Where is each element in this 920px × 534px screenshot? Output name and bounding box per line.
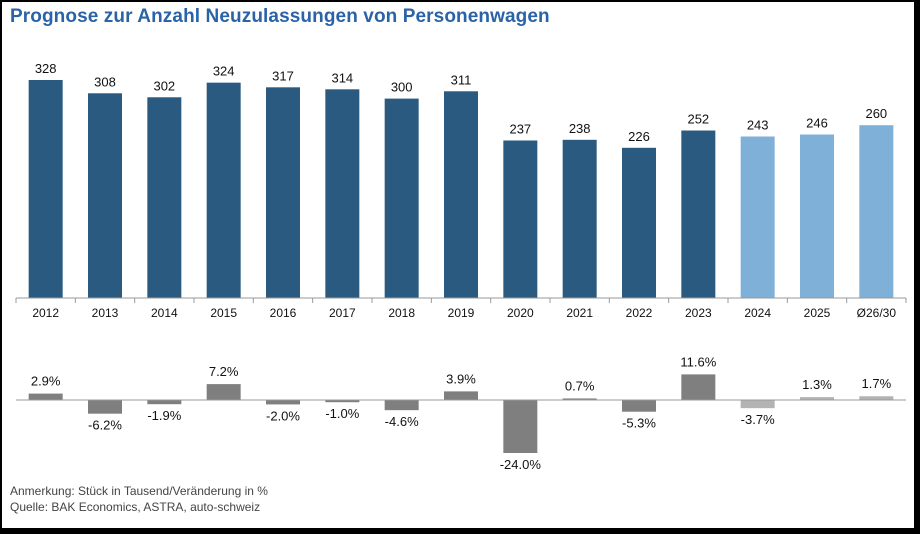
change-bar-2012 bbox=[28, 393, 63, 400]
change-bar-2016 bbox=[266, 400, 300, 405]
x-tick-label-2024: 2024 bbox=[744, 306, 771, 320]
bar-label-2016: 317 bbox=[272, 68, 294, 83]
chart-title: Prognose zur Anzahl Neuzulassungen von P… bbox=[10, 6, 550, 27]
bar-2021 bbox=[562, 139, 597, 298]
bar-2023 bbox=[681, 130, 716, 298]
bar-label-2019: 311 bbox=[451, 72, 472, 87]
x-tick-label-2017: 2017 bbox=[329, 306, 356, 320]
change-label-2022: -5.3% bbox=[622, 416, 656, 431]
bar-2013 bbox=[88, 93, 122, 298]
change-bar-2020 bbox=[503, 400, 538, 453]
x-tick-label-2020: 2020 bbox=[507, 306, 534, 320]
bar-label-2013: 308 bbox=[94, 74, 116, 89]
change-label-2021: 0.7% bbox=[565, 378, 595, 393]
change-bar-Ø26/30 bbox=[859, 396, 894, 400]
bar-2012 bbox=[28, 80, 63, 298]
x-tick-label-2015: 2015 bbox=[210, 306, 237, 320]
change-label-2015: 7.2% bbox=[209, 364, 239, 379]
change-bar-2014 bbox=[147, 400, 182, 405]
change-bar-2018 bbox=[384, 400, 419, 411]
bar-2022 bbox=[622, 147, 656, 298]
change-label-2013: -6.2% bbox=[88, 418, 122, 433]
change-label-Ø26/30: 1.7% bbox=[862, 376, 892, 391]
bar-label-Ø26/30: 260 bbox=[865, 106, 887, 121]
x-tick-label-2013: 2013 bbox=[92, 306, 119, 320]
change-bar-2025 bbox=[800, 397, 834, 400]
bar-2020 bbox=[503, 140, 538, 298]
x-tick-label-2016: 2016 bbox=[270, 306, 297, 320]
change-label-2012: 2.9% bbox=[31, 374, 61, 389]
x-tick-label-Ø26/30: Ø26/30 bbox=[857, 306, 897, 320]
change-label-2024: -3.7% bbox=[741, 412, 775, 427]
bar-2019 bbox=[444, 91, 478, 298]
change-label-2025: 1.3% bbox=[802, 377, 832, 392]
bar-label-2012: 328 bbox=[35, 61, 57, 76]
bar-2017 bbox=[325, 89, 360, 299]
bar-label-2024: 243 bbox=[747, 117, 769, 132]
bar-label-2018: 300 bbox=[391, 80, 413, 95]
bar-Ø26/30 bbox=[859, 125, 894, 298]
note-source: Quelle: BAK Economics, ASTRA, auto-schwe… bbox=[10, 500, 261, 514]
change-bar-2023 bbox=[681, 374, 716, 400]
x-tick-label-2022: 2022 bbox=[626, 306, 653, 320]
change-bar-2013 bbox=[88, 400, 122, 414]
change-bar-2024 bbox=[740, 400, 775, 409]
bar-2024 bbox=[740, 136, 775, 298]
x-tick-label-2018: 2018 bbox=[388, 306, 415, 320]
bar-2016 bbox=[266, 87, 300, 298]
change-bar-2017 bbox=[325, 400, 360, 403]
change-bar-2022 bbox=[622, 400, 656, 412]
change-label-2014: -1.9% bbox=[147, 408, 181, 423]
x-tick-label-2023: 2023 bbox=[685, 306, 712, 320]
x-tick-label-2014: 2014 bbox=[151, 306, 178, 320]
bar-2018 bbox=[384, 98, 419, 298]
bar-label-2023: 252 bbox=[687, 112, 709, 127]
bar-label-2015: 324 bbox=[213, 64, 235, 79]
x-tick-label-2021: 2021 bbox=[566, 306, 593, 320]
bar-label-2017: 314 bbox=[331, 70, 353, 85]
change-bar-2019 bbox=[444, 391, 478, 400]
change-label-2023: 11.6% bbox=[680, 354, 716, 369]
change-label-2017: -1.0% bbox=[325, 406, 359, 421]
bar-2025 bbox=[800, 134, 834, 298]
bar-2014 bbox=[147, 97, 182, 298]
change-label-2019: 3.9% bbox=[446, 371, 476, 386]
x-tick-label-2012: 2012 bbox=[32, 306, 59, 320]
note-annotation: Anmerkung: Stück in Tausend/Veränderung … bbox=[10, 484, 268, 498]
x-tick-label-2019: 2019 bbox=[448, 306, 475, 320]
change-label-2016: -2.0% bbox=[266, 408, 300, 423]
change-bar-2015 bbox=[206, 384, 241, 400]
bar-label-2020: 237 bbox=[509, 121, 531, 136]
x-tick-label-2025: 2025 bbox=[804, 306, 831, 320]
bar-2015 bbox=[206, 82, 241, 298]
bar-label-2014: 302 bbox=[153, 78, 175, 93]
bar-label-2021: 238 bbox=[569, 121, 591, 136]
bar-label-2025: 246 bbox=[806, 116, 828, 131]
change-label-2018: -4.6% bbox=[385, 414, 419, 429]
bar-label-2022: 226 bbox=[628, 129, 650, 144]
change-label-2020: -24.0% bbox=[500, 457, 542, 472]
change-bar-2021 bbox=[562, 398, 597, 400]
